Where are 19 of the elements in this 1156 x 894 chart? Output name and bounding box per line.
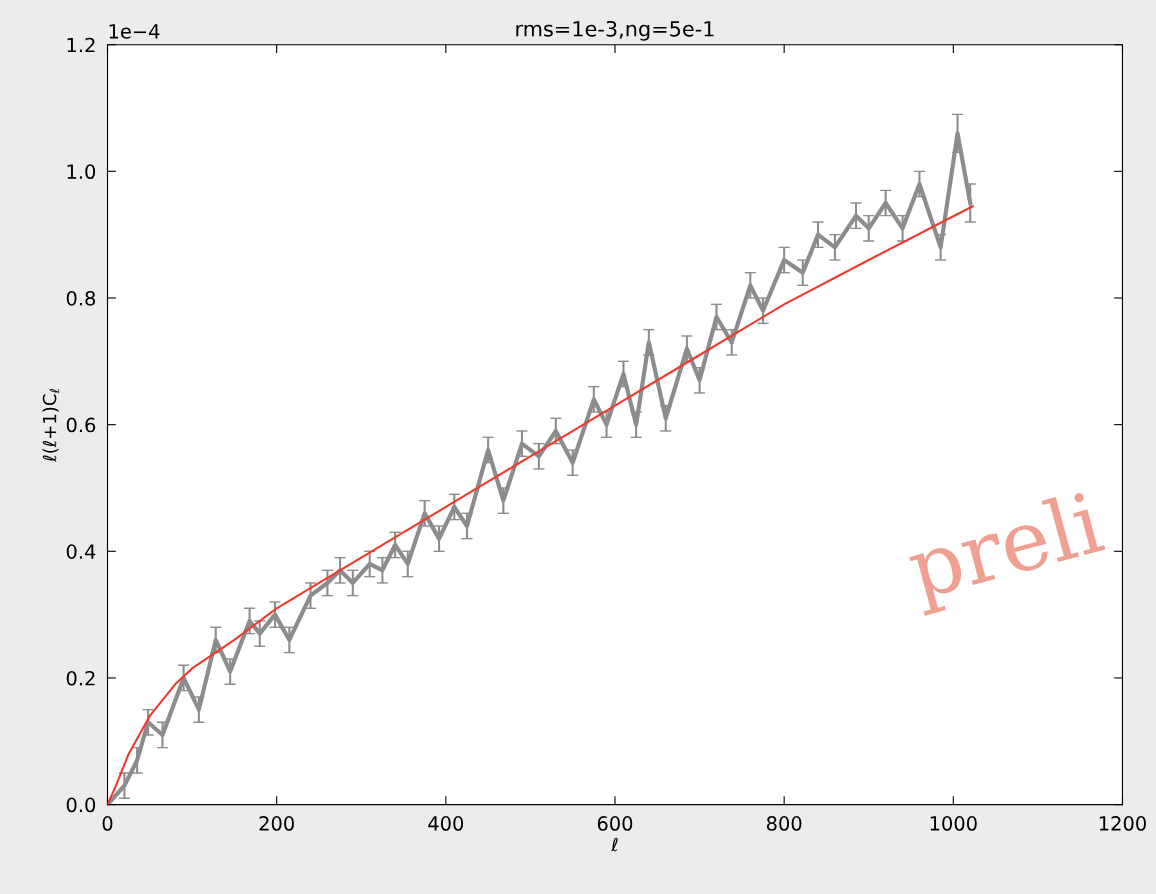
y-tick-label: 0.2 [66, 670, 95, 686]
x-tick-label: 800 [766, 816, 802, 831]
y-tick-label: 0.4 [66, 544, 96, 559]
x-tick-label: 200 [259, 816, 294, 831]
x-tick-label: 0 [102, 816, 113, 831]
y-tick-label: 0.6 [66, 417, 96, 433]
y-axis-title: ℓ(ℓ+1)C$_{ℓ}$ [42, 388, 60, 462]
x-tick-label: 1200 [1099, 816, 1146, 831]
x-tick-label: 400 [428, 816, 464, 831]
y-tick-label: 0.8 [66, 290, 96, 306]
x-tick-label: 1000 [930, 816, 977, 831]
x-axis-title: ℓ [611, 837, 618, 852]
x-tick-label: 600 [597, 816, 633, 831]
y-tick-label: 1.2 [67, 37, 95, 53]
text: 1e−4 [109, 24, 160, 39]
y-tick-label: 0.0 [66, 797, 96, 813]
y-tick-label: 1.0 [67, 164, 96, 180]
chart-title: rms=1e-3,ng=5e-1 [516, 20, 714, 41]
annotation: preli [903, 488, 1110, 616]
